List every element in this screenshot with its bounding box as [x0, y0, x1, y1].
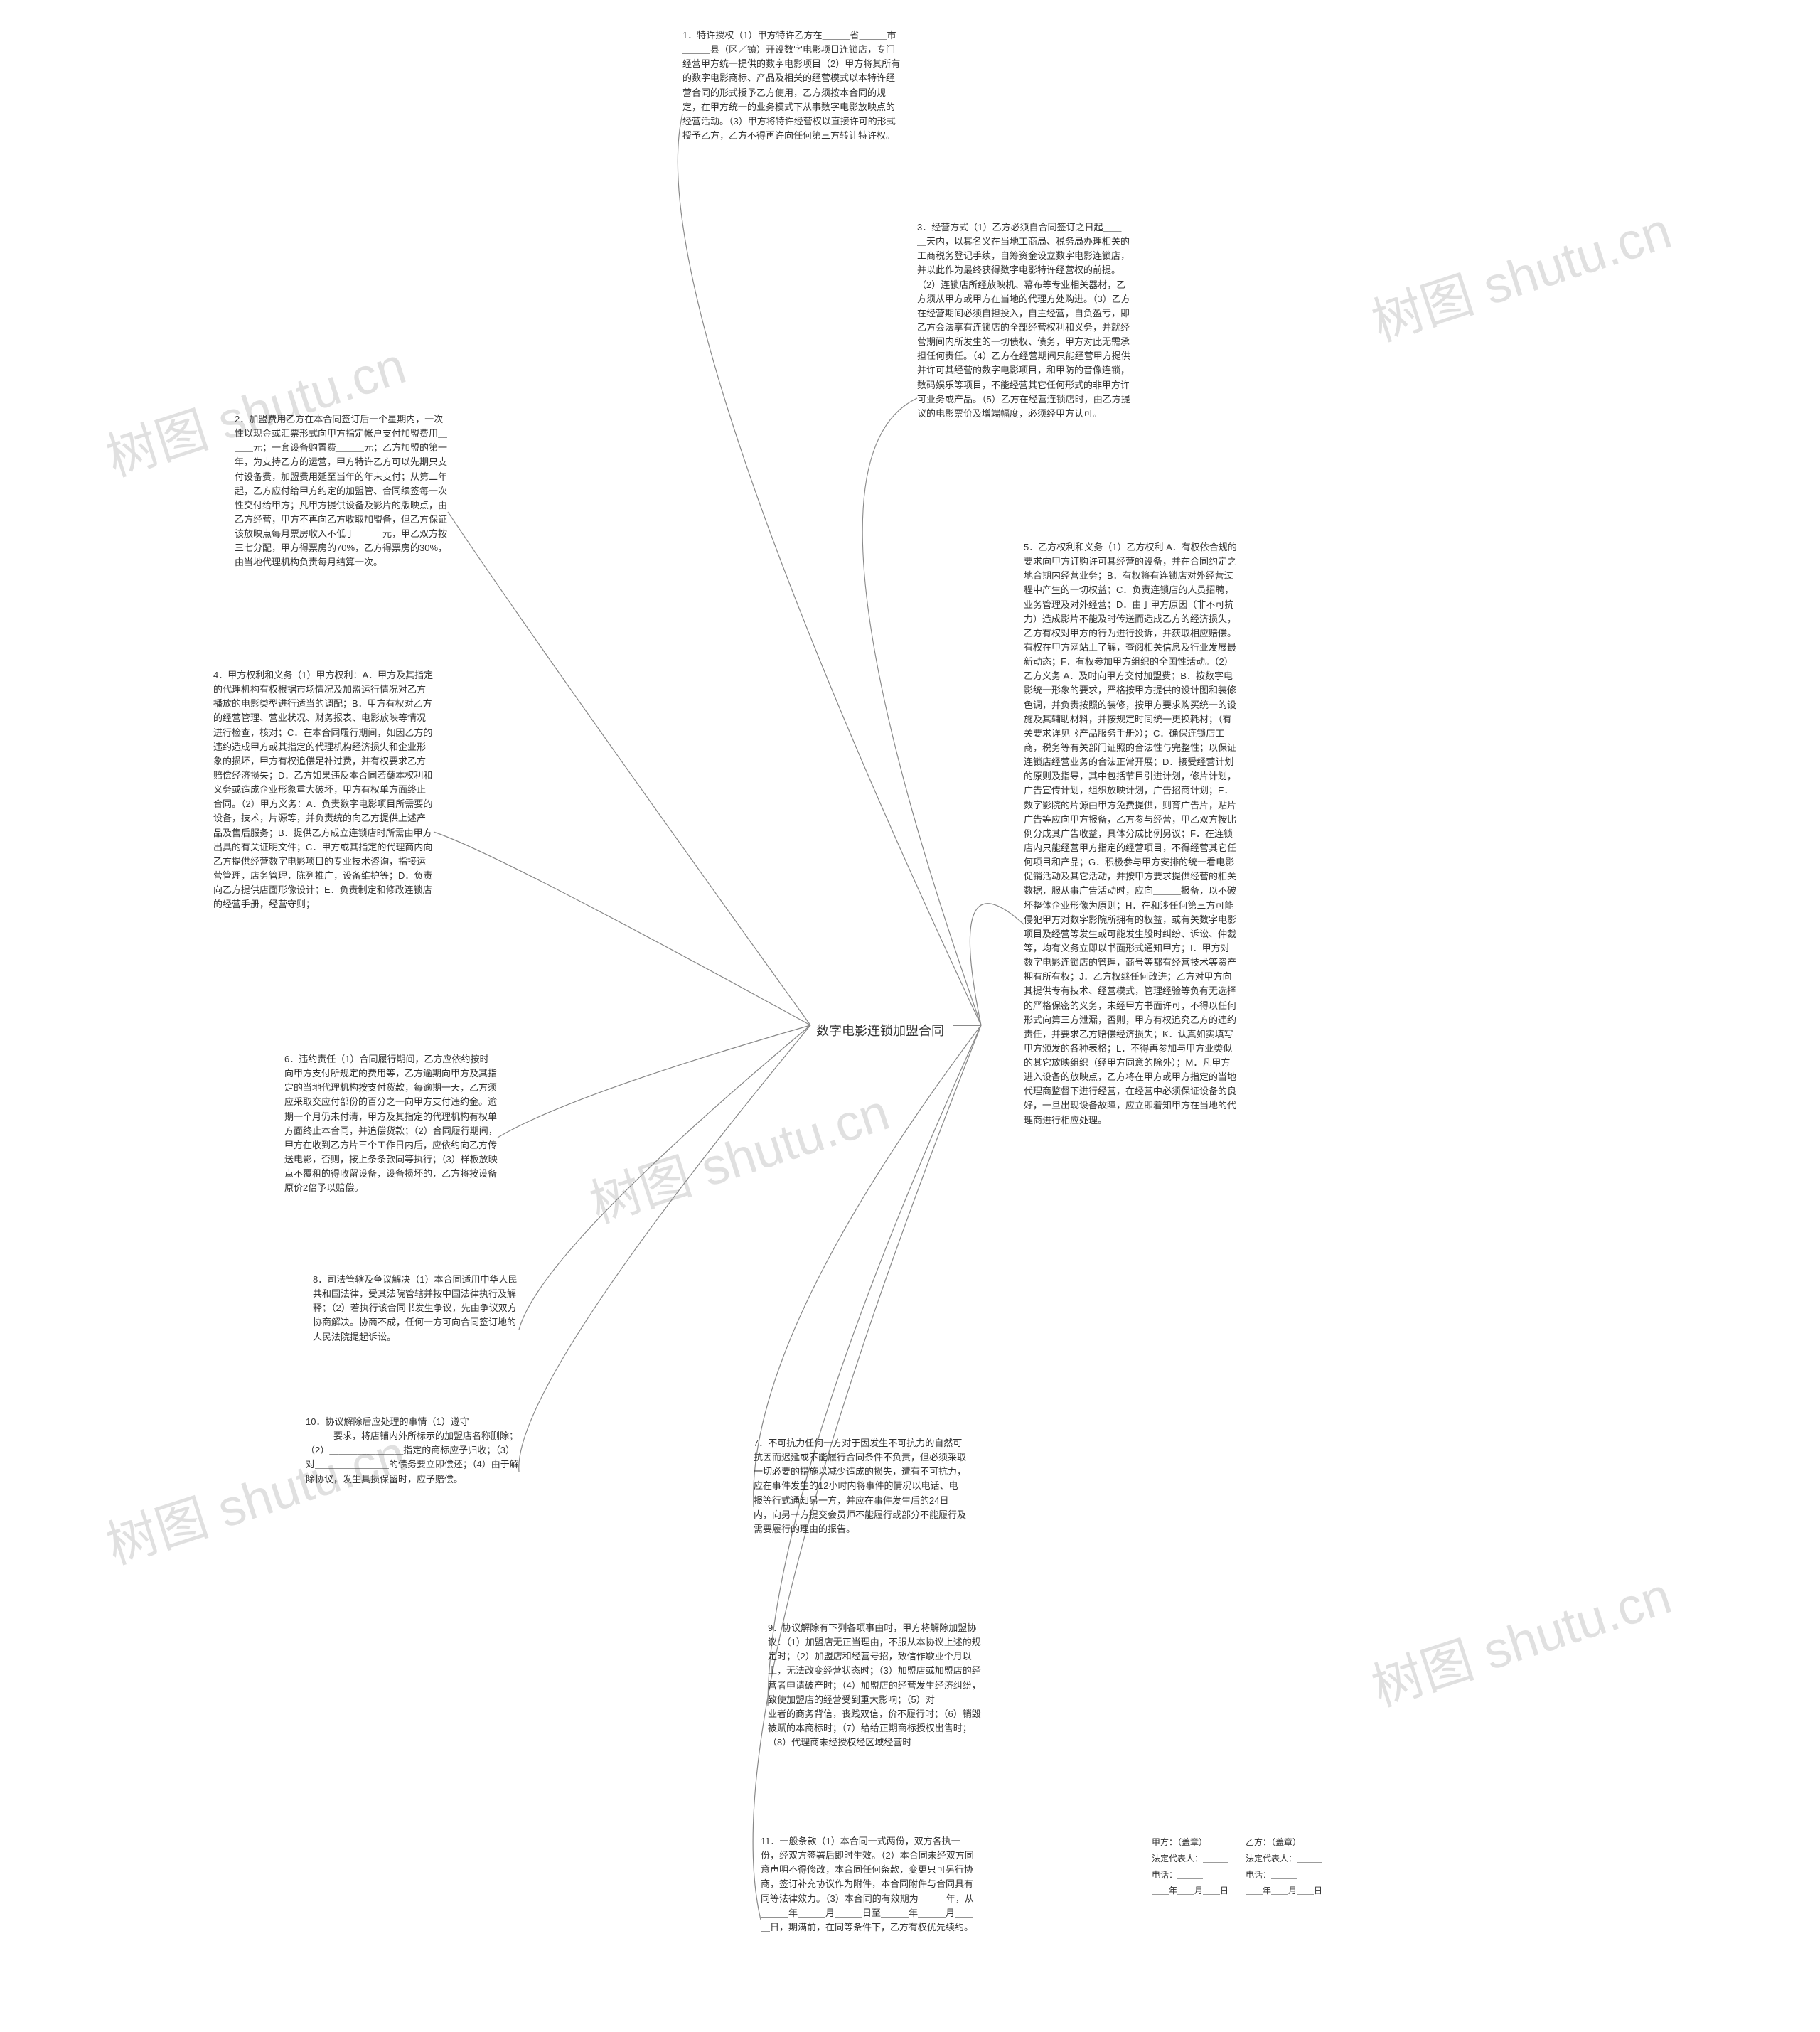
branch-node-8: 8．司法管辖及争议解决（1）本合同适用中华人民共和国法律，受其法院管辖并按中国法…: [313, 1273, 519, 1344]
watermark: 树图 shutu.cn: [579, 1070, 896, 1237]
branch-node-10: 10．协议解除后应处理的事情（1）遵守＿＿＿＿＿＿＿＿要求，将店铺内外所标示的加…: [306, 1415, 519, 1487]
watermark: 树图 shutu.cn: [1361, 188, 1679, 355]
branch-node-7: 7．不可抗力任何一方对于因发生不可抗力的自然可抗因而迟延或不能履行合同条件不负责…: [754, 1436, 967, 1536]
branch-node-9: 9．协议解除有下列各项事由时，甲方将解除加盟协议：（1）加盟店无正当理由，不服从…: [768, 1621, 981, 1750]
branch-node-3: 3．经营方式（1）乙方必须自合同签订之日起＿＿＿天内，以其名义在当地工商局、税务…: [917, 220, 1130, 421]
branch-node-11: 11．一般条款（1）本合同一式两份，双方各执一份，经双方签署后即时生效。（2）本…: [761, 1834, 974, 1935]
branch-node-2: 2．加盟费用乙方在本合同签订后一个星期内，一次性以现金或汇票形式向甲方指定帐户支…: [235, 412, 448, 570]
branch-node-4: 4．甲方权利和义务（1）甲方权利：A．甲方及其指定的代理机构有权根据市场情况及加…: [213, 668, 434, 911]
center-dash: [953, 1025, 981, 1026]
center-node: 数字电影连锁加盟合同: [810, 1018, 950, 1042]
branch-node-1: 1．特许授权（1）甲方特许乙方在＿＿＿省＿＿＿市＿＿＿县（区／镇）开设数字电影项…: [682, 28, 903, 143]
branch-node-6: 6．违约责任（1）合同履行期间，乙方应依约按时向甲方支付所规定的费用等，乙方逾期…: [284, 1052, 498, 1195]
watermark: 树图 shutu.cn: [1361, 1554, 1679, 1721]
signature-block: 甲方：（盖章）＿＿＿乙方：（盖章）＿＿＿法定代表人：＿＿＿法定代表人：＿＿＿电话…: [1152, 1834, 1339, 1899]
branch-node-5: 5．乙方权利和义务（1）乙方权利 A．有权依合规的要求向甲方订购许可其经营的设备…: [1024, 540, 1237, 1128]
